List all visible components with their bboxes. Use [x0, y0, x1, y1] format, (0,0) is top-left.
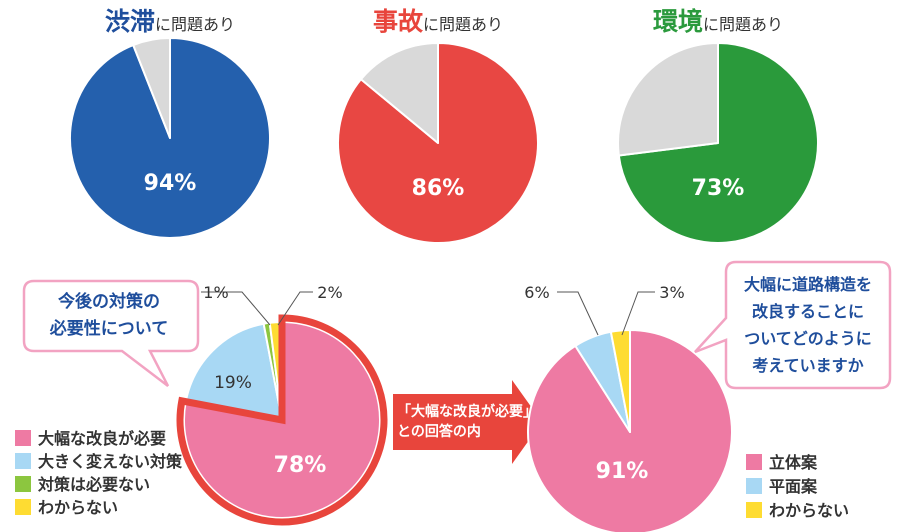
data-label: 86%: [412, 176, 465, 201]
data-label: 6%: [524, 283, 549, 302]
leader-line: [277, 291, 313, 326]
legend-swatch: [15, 499, 31, 515]
callout-text: 考えていますか: [752, 356, 863, 375]
highlight-border: [176, 314, 388, 526]
legend-label: 立体案: [769, 453, 818, 472]
legend-label: 大幅な改良が必要: [38, 429, 166, 448]
legend-label: わからない: [38, 498, 118, 517]
arrow: 「大幅な改良が必要」との回答の内: [393, 380, 542, 464]
leader-line: [557, 291, 599, 336]
legend-swatch: [746, 478, 762, 494]
callout-text: 改良することに: [752, 302, 864, 321]
data-label: 73%: [692, 176, 745, 201]
chart-title: 渋滞に問題あり: [105, 7, 235, 36]
callout-text: ついてどのように: [744, 329, 872, 348]
legend-swatch: [15, 476, 31, 492]
data-label: 91%: [596, 459, 649, 484]
data-label: 3%: [659, 283, 684, 302]
callout-text: 必要性について: [49, 318, 169, 339]
legend-label: 対策は必要ない: [37, 475, 150, 494]
callout-text: 今後の対策の: [58, 291, 160, 312]
legend-swatch: [746, 454, 762, 470]
pie-slice: [132, 37, 171, 139]
arrow-label: との回答の内: [397, 423, 481, 440]
chart-title: 事故に問題あり: [373, 7, 503, 36]
pie-slice: [609, 329, 631, 433]
legend-swatch: [746, 502, 762, 518]
chart-title: 環境に問題あり: [653, 7, 783, 36]
data-label: 94%: [144, 171, 197, 196]
leader-line: [201, 291, 271, 326]
data-label: 19%: [214, 373, 252, 393]
legend-swatch: [15, 453, 31, 469]
callout-text: 大幅に道路構造を: [744, 275, 872, 294]
pie-slice: [617, 42, 719, 157]
pie-slice: [184, 322, 283, 421]
leader-line: [621, 291, 655, 336]
data-label: 2%: [317, 283, 342, 302]
arrow-label: 「大幅な改良が必要」: [397, 403, 537, 420]
legend-label: 大きく変えない対策: [38, 452, 183, 471]
pie-slice: [359, 42, 439, 144]
data-label: 1%: [203, 283, 228, 302]
legend-label: わからない: [769, 501, 849, 520]
legend-label: 平面案: [769, 477, 818, 496]
data-label: 78%: [274, 453, 327, 478]
legend-swatch: [15, 430, 31, 446]
